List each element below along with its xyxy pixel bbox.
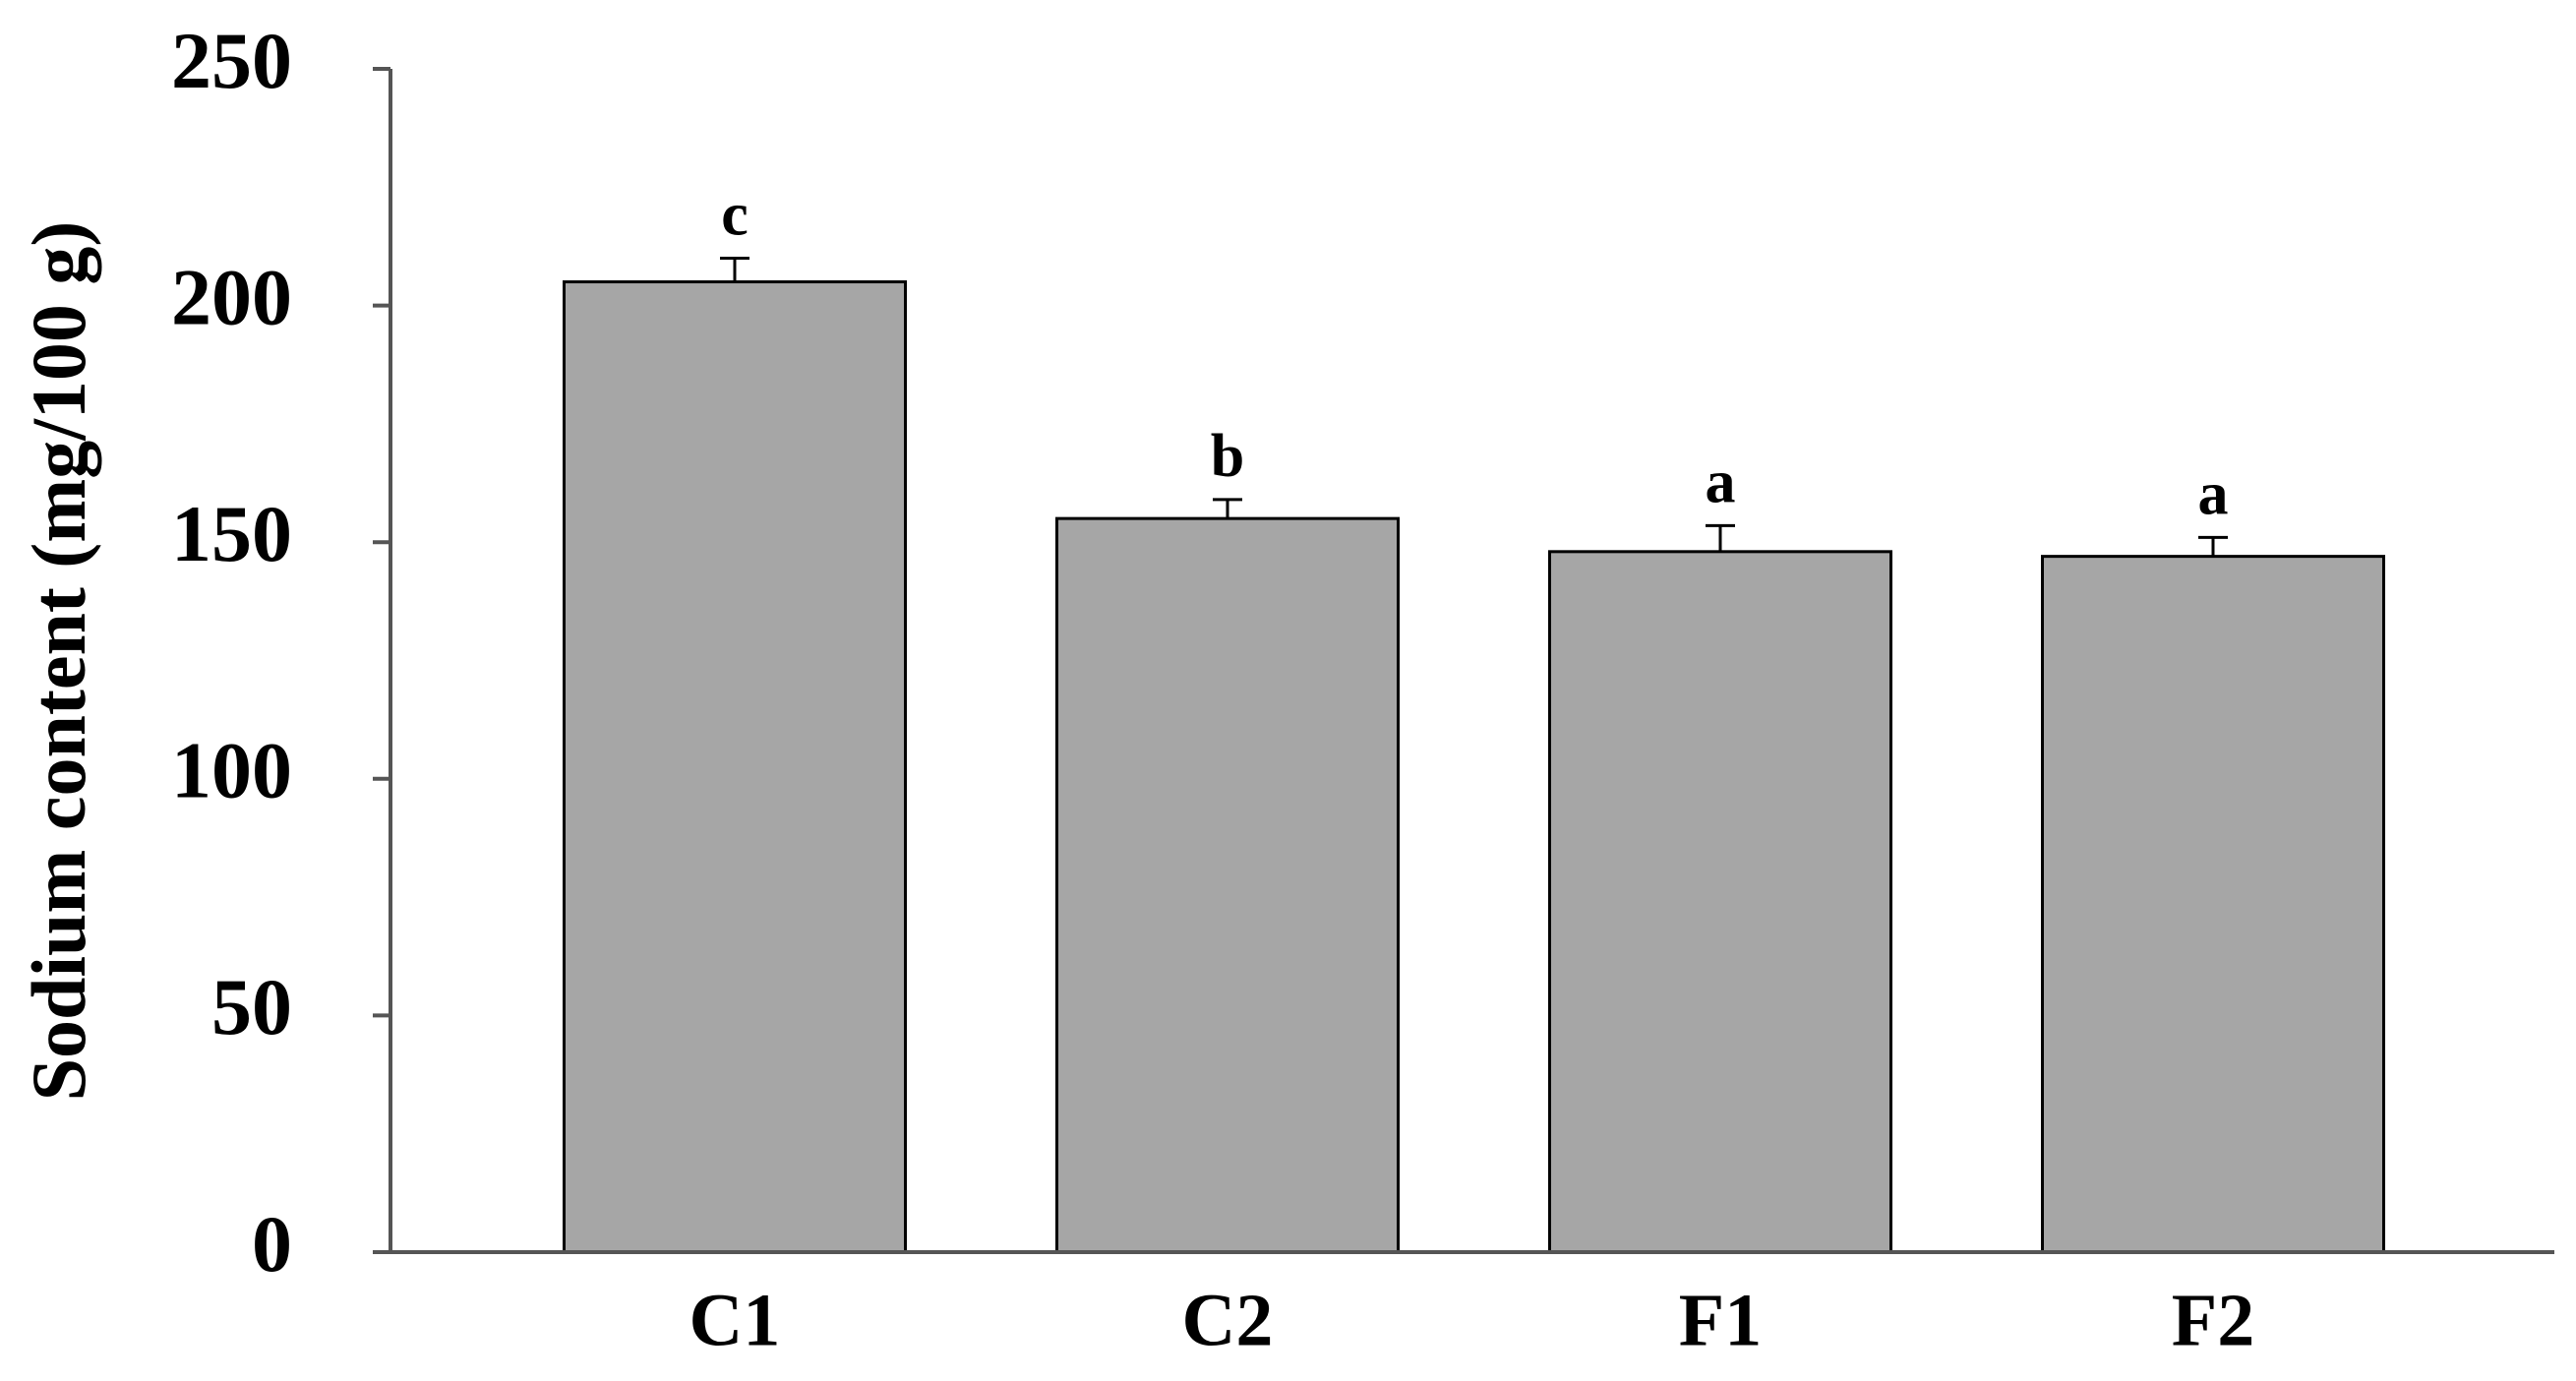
significance-label: a <box>1706 450 1736 516</box>
bar <box>1055 516 1400 1254</box>
y-tick-label: 0 <box>252 1199 292 1289</box>
x-tick-label: C1 <box>689 1279 781 1361</box>
y-tick-label: 250 <box>171 16 292 105</box>
y-tick-label: 100 <box>171 726 292 815</box>
x-tick-label: F1 <box>1679 1279 1762 1361</box>
bar <box>1548 550 1892 1254</box>
bar <box>2041 555 2385 1254</box>
y-axis-label: Sodium content (mg/100 g) <box>16 221 101 1102</box>
y-tick-label: 50 <box>211 962 292 1051</box>
bar <box>563 280 907 1254</box>
y-tick-label: 200 <box>171 252 292 341</box>
y-tick-label: 150 <box>171 489 292 578</box>
significance-label: b <box>1211 423 1244 490</box>
significance-label: a <box>2198 461 2229 528</box>
significance-label: c <box>721 182 749 249</box>
x-tick-label: F2 <box>2172 1279 2254 1361</box>
x-tick-label: C2 <box>1182 1279 1274 1361</box>
